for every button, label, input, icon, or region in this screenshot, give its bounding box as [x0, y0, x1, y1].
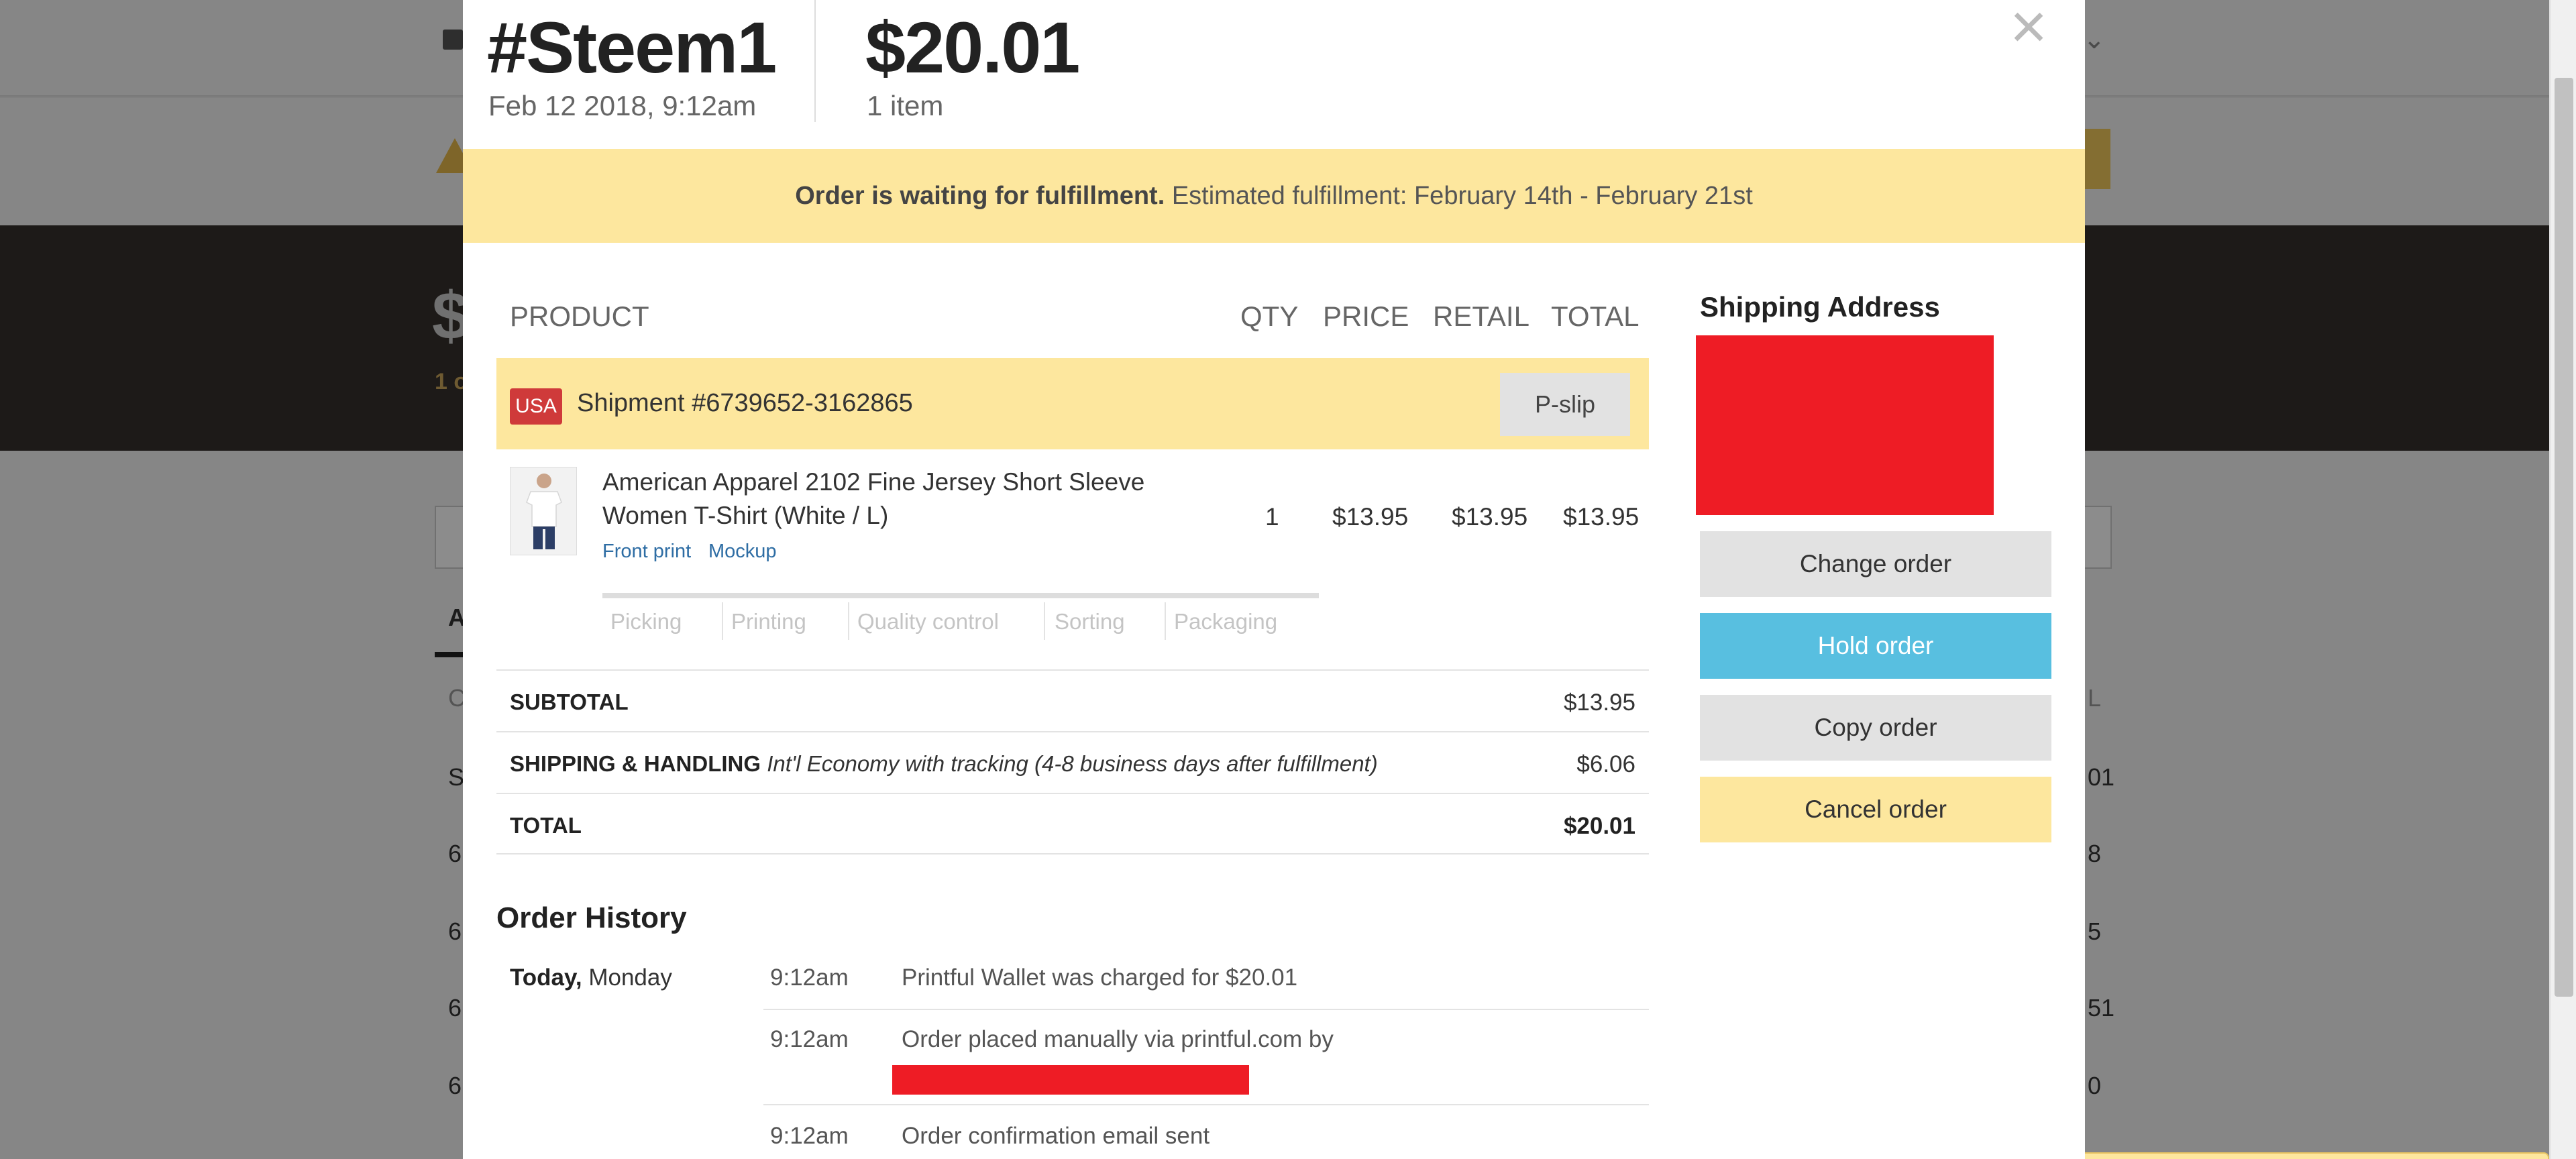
hold-order-button[interactable]: Hold order — [1700, 613, 2051, 679]
history-entry: 9:12am Order placed manually via printfu… — [763, 1009, 1649, 1104]
background-row-suffix: 8 — [2088, 840, 2102, 867]
background-tab-label: A — [448, 604, 466, 631]
background-row-suffix: L — [2088, 684, 2102, 712]
background-row-suffix: 01 — [2088, 763, 2115, 791]
step-separator — [848, 602, 849, 640]
history-text: Order confirmation email sent — [902, 1123, 1210, 1149]
shipment-row: USA Shipment #6739652-3162865 P-slip — [496, 358, 1649, 449]
step-packaging: Packaging — [1174, 609, 1278, 634]
background-row-initial: 6 — [448, 1072, 462, 1099]
shipping-row: SHIPPING & HANDLING Int'l Economy with t… — [496, 731, 1649, 793]
total-label: TOTAL — [510, 813, 582, 838]
product-thumbnail[interactable] — [510, 467, 577, 555]
close-icon[interactable]: × — [2009, 0, 2048, 62]
step-printing: Printing — [731, 609, 806, 634]
fulfillment-status-banner: Order is waiting for fulfillment. Estima… — [463, 149, 2085, 243]
history-day-rest: Monday — [582, 964, 672, 991]
step-picking: Picking — [610, 609, 682, 634]
shipping-description: Int'l Economy with tracking (4-8 busines… — [767, 751, 1378, 776]
history-text: Order placed manually via printful.com b… — [902, 1026, 1334, 1052]
history-text: Printful Wallet was charged for $20.01 — [902, 964, 1298, 991]
background-count: 1 o — [435, 369, 468, 394]
subtotal-value: $13.95 — [1563, 689, 1635, 716]
order-items-count: 1 item — [867, 90, 944, 121]
header-price: PRICE — [1323, 300, 1409, 332]
step-quality-control: Quality control — [857, 609, 999, 634]
chevron-down-icon: ⌄ — [2083, 25, 2106, 54]
scrollbar-thumb[interactable] — [2555, 78, 2573, 997]
header-divider — [814, 0, 816, 122]
background-row-initial: 6 — [448, 840, 462, 867]
order-total: $20.01 — [865, 7, 1080, 88]
product-qty: 1 — [1265, 503, 1279, 531]
step-separator — [722, 602, 723, 640]
redacted-address — [1696, 335, 1994, 515]
front-print-link[interactable]: Front print — [602, 541, 692, 562]
change-order-button[interactable]: Change order — [1700, 531, 2051, 597]
history-entry: 9:12am Printful Wallet was charged for $… — [763, 948, 1649, 1010]
header-total: TOTAL — [1551, 300, 1640, 332]
history-day-bold: Today, — [510, 964, 582, 991]
shipping-value: $6.06 — [1576, 751, 1635, 777]
background-row-suffix: 51 — [2088, 994, 2115, 1022]
background-row-initial: 6 — [448, 994, 462, 1022]
status-text: Estimated fulfillment: February 14th - F… — [1165, 182, 1753, 210]
history-entry: 9:12am Order confirmation email sent — [763, 1104, 1649, 1159]
history-time: 9:12am — [770, 1123, 849, 1149]
shipping-label-text: SHIPPING & HANDLING — [510, 751, 761, 776]
background-row-initial: C — [448, 684, 466, 712]
country-badge: USA — [510, 388, 562, 425]
page-scrollbar[interactable] — [2549, 0, 2576, 1159]
background-row-suffix: 0 — [2088, 1072, 2102, 1099]
fulfillment-progress-bar — [602, 593, 1319, 598]
copy-order-button[interactable]: Copy order — [1700, 695, 2051, 761]
order-modal: #Steem1 Feb 12 2018, 9:12am $20.01 1 ite… — [463, 0, 2085, 1159]
step-sorting: Sorting — [1055, 609, 1125, 634]
background-row-suffix: 5 — [2088, 918, 2102, 945]
header-product: PRODUCT — [510, 300, 649, 332]
subtotal-row: SUBTOTAL $13.95 — [496, 669, 1649, 731]
history-time: 9:12am — [770, 964, 849, 991]
status-bold-text: Order is waiting for fulfillment. — [795, 182, 1165, 210]
total-row: TOTAL $20.01 — [496, 793, 1649, 854]
shipping-address-title: Shipping Address — [1700, 291, 1940, 323]
app-grid-icon — [443, 30, 463, 50]
shipment-label: Shipment #6739652-3162865 — [577, 389, 913, 417]
order-history-title: Order History — [496, 901, 687, 934]
modal-header: #Steem1 Feb 12 2018, 9:12am $20.01 1 ite… — [463, 0, 2085, 149]
total-value: $20.01 — [1563, 813, 1635, 839]
header-qty: QTY — [1240, 300, 1299, 332]
product-title: American Apparel 2102 Fine Jersey Short … — [602, 468, 1145, 529]
order-number: #Steem1 — [487, 7, 777, 88]
tshirt-model-icon — [511, 467, 576, 555]
corner-popup[interactable] — [2053, 1152, 2549, 1159]
history-day: Today, Monday — [510, 964, 672, 991]
pslip-button[interactable]: P-slip — [1500, 373, 1630, 436]
mockup-link[interactable]: Mockup — [708, 541, 777, 562]
cancel-order-button[interactable]: Cancel order — [1700, 777, 2051, 842]
product-retail: $13.95 — [1452, 503, 1528, 531]
background-row-initial: 6 — [448, 918, 462, 945]
shipping-label: SHIPPING & HANDLING Int'l Economy with t… — [510, 751, 1378, 777]
header-retail: RETAIL — [1433, 300, 1529, 332]
step-separator — [1165, 602, 1166, 640]
subtotal-label: SUBTOTAL — [510, 689, 629, 714]
step-separator — [1044, 602, 1045, 640]
redacted-email — [892, 1065, 1249, 1095]
history-time: 9:12am — [770, 1026, 849, 1052]
background-row-initial: S — [448, 763, 465, 791]
product-total: $13.95 — [1563, 503, 1640, 531]
order-date: Feb 12 2018, 9:12am — [488, 90, 757, 121]
product-price: $13.95 — [1332, 503, 1409, 531]
